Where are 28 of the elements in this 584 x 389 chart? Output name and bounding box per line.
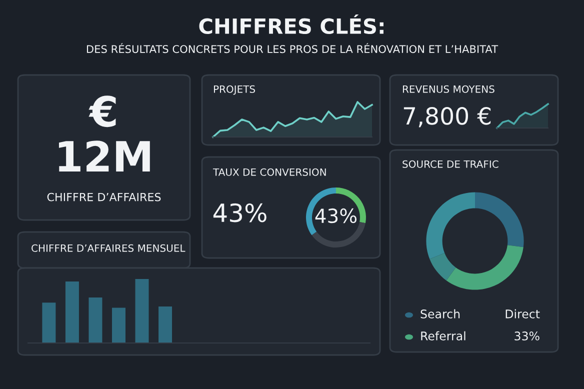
donut-slice <box>446 245 524 290</box>
text: CHIFFRE D’AFFAIRES <box>47 192 161 202</box>
text: Direct <box>506 309 540 318</box>
bar <box>88 298 102 343</box>
text: 7,800 € <box>404 106 491 128</box>
text: € <box>88 96 116 128</box>
donut-slice <box>426 192 475 259</box>
text: DES RÉSULTATS CONCRETS POUR LES PROS DE LA RÉNOVATION ET L’HABITAT <box>86 43 498 54</box>
chart-title: TAUX DE CONVERSION <box>212 168 326 176</box>
donut-slice <box>430 253 456 280</box>
text: 43% <box>213 203 266 222</box>
bar <box>42 302 56 343</box>
bar <box>65 282 79 343</box>
text: 33% <box>514 331 540 340</box>
bar <box>135 279 149 343</box>
chart-title: REVENUS MOYENS <box>402 85 494 93</box>
chart-title: SOURCE DE TRAFIC <box>402 160 498 168</box>
legend-label: Search <box>420 309 460 318</box>
chart-title: CHIFFRE D’AFFAIRES MENSUEL <box>32 244 186 252</box>
chart-title: PROJETS <box>214 85 256 95</box>
text: 12M <box>58 140 150 172</box>
text: 43% <box>315 208 357 224</box>
donut-slice <box>475 192 524 248</box>
bar <box>112 308 126 343</box>
text: CHIFFRES CLÉS: <box>199 14 384 34</box>
donut-slice <box>312 222 366 248</box>
bar <box>158 306 172 343</box>
legend-label: Referral <box>421 331 466 340</box>
